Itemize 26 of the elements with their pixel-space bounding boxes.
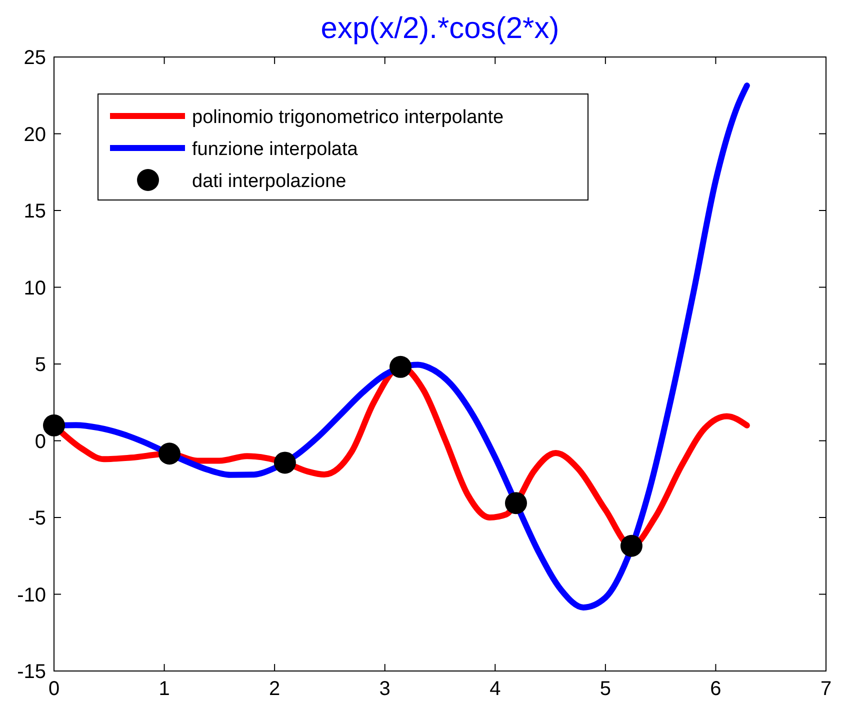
y-tick-label: 10 <box>24 277 46 300</box>
point <box>390 356 412 378</box>
point <box>620 534 642 557</box>
y-tick-label: 20 <box>24 124 46 146</box>
y-tick-label: -5 <box>28 508 46 530</box>
legend-label: dati interpolazione <box>192 171 346 192</box>
y-tick-label: 0 <box>34 430 46 453</box>
y-tick-label: -10 <box>17 584 46 606</box>
chart-title: exp(x/2).*cos(2*x) <box>320 12 560 45</box>
y-tick-label: -15 <box>17 661 46 683</box>
x-tick-label: 5 <box>600 678 611 700</box>
point <box>504 492 527 514</box>
x-tick-label: 4 <box>490 678 501 700</box>
x-tick-label: 6 <box>710 678 722 700</box>
x-tick-label: 2 <box>269 678 280 700</box>
x-tick-label: 1 <box>158 678 170 700</box>
x-tick-label: 3 <box>379 678 390 700</box>
y-tick-label: 5 <box>34 354 46 376</box>
point <box>274 452 296 474</box>
x-tick-label: 7 <box>820 678 832 700</box>
y-tick-label: 15 <box>24 200 46 222</box>
y-tick-label: 25 <box>24 47 46 69</box>
x-tick-label: 0 <box>48 678 60 700</box>
point <box>158 442 180 465</box>
legend-label: funzione interpolata <box>192 139 358 160</box>
legend-label: polinomio trigonometrico interpolante <box>192 107 504 128</box>
